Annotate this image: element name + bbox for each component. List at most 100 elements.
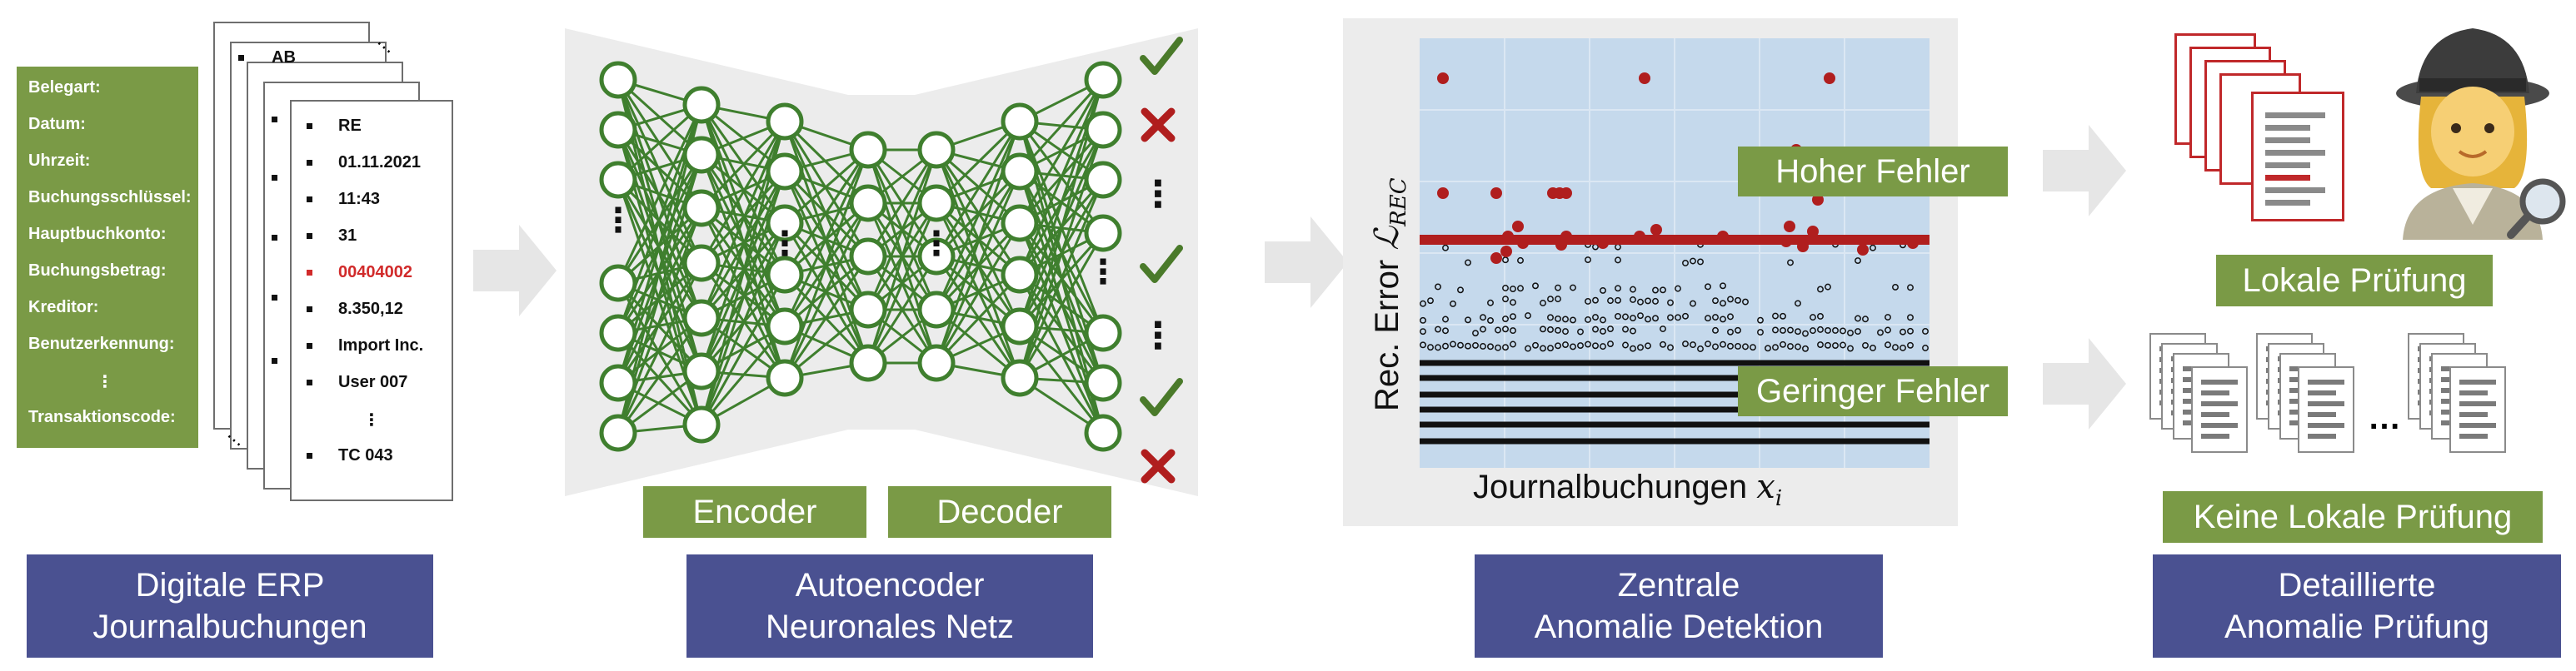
network-node — [766, 152, 804, 191]
y-axis-math: ℒREC — [1368, 177, 1411, 251]
anomaly-point — [1639, 72, 1650, 84]
cross-icon — [1141, 107, 1176, 142]
network-node — [849, 237, 887, 276]
clean-documents: … — [2149, 333, 2566, 491]
anomaly-point — [1502, 231, 1514, 242]
anomaly-point — [1650, 224, 1662, 236]
anomaly-point — [1797, 241, 1809, 252]
bullet — [307, 233, 312, 239]
document-value: 01.11.2021 — [338, 153, 421, 171]
caption-line: Neuronales Netz — [766, 609, 1014, 645]
anomaly-point — [1437, 187, 1449, 199]
anomaly-point — [1500, 246, 1512, 257]
bullet — [307, 453, 312, 459]
network-node — [599, 161, 637, 199]
network-node — [917, 291, 956, 329]
network-node — [599, 364, 637, 402]
network-node — [917, 131, 956, 169]
field-label: Uhrzeit: — [28, 152, 91, 170]
y-axis-text: Rec. Error — [1369, 259, 1405, 411]
document-front: RE 01.11.2021 11:43 31 00404002 8.350,12 Impor… — [290, 100, 453, 501]
bullet — [272, 175, 277, 181]
svg-text:⋮: ⋮ — [1140, 174, 1176, 215]
field-label: Transaktionscode: — [28, 408, 176, 426]
bullet — [272, 358, 277, 364]
caption-anomaly-detection: Zentrale Anomalie Detektion — [1475, 554, 1883, 658]
bullet — [307, 160, 312, 166]
bullet — [307, 343, 312, 349]
local-review-label: Lokale Prüfung — [2216, 255, 2493, 306]
svg-text:⋮: ⋮ — [602, 202, 635, 239]
network-node — [1084, 214, 1122, 252]
y-axis-label: Rec. Error ℒREC — [1368, 177, 1411, 411]
document-value: 31 — [338, 226, 357, 245]
anomaly-point — [1437, 72, 1449, 84]
caption-line: Zentrale — [1617, 567, 1740, 604]
field-panel: Belegart: Datum: Uhrzeit: Buchungsschlüssel… — [17, 67, 198, 448]
network-node — [849, 184, 887, 222]
anomaly-point — [1634, 231, 1645, 242]
network-node — [682, 86, 721, 124]
x-axis-text: Journalbuchungen — [1473, 469, 1748, 505]
network-node — [1001, 359, 1039, 397]
network-node — [1084, 161, 1122, 199]
field-label: Datum: — [28, 115, 86, 133]
network-node — [1084, 111, 1122, 149]
network-node — [1001, 307, 1039, 345]
cross-icon — [1141, 449, 1176, 484]
svg-text:⋮: ⋮ — [1086, 254, 1120, 291]
document-value: 8.350,12 — [338, 300, 403, 318]
caption-line: Autoencoder — [795, 567, 985, 604]
document-value: 00404002 — [338, 263, 412, 281]
document-value: RE — [338, 117, 362, 135]
network-node — [766, 307, 804, 345]
field-label: Benutzerkennung: — [28, 335, 175, 353]
check-icon — [1140, 245, 1183, 283]
anomaly-point — [1857, 244, 1869, 256]
flagged-document — [2251, 92, 2344, 221]
clean-document — [2191, 366, 2248, 453]
network-node — [849, 344, 887, 382]
svg-text:⋮: ⋮ — [768, 226, 801, 262]
network-node — [766, 102, 804, 141]
svg-text:⋮: ⋮ — [920, 226, 953, 262]
caption-line: Journalbuchungen — [92, 609, 367, 645]
clean-document — [2449, 366, 2506, 453]
field-label: Belegart: — [28, 78, 101, 97]
caption-anomaly-review: Detaillierte Anomalie Prüfung — [2153, 554, 2561, 658]
network-node — [682, 405, 721, 444]
network-node — [682, 244, 721, 282]
field-label: Hauptbuchkonto: — [28, 225, 167, 243]
bullet — [307, 306, 312, 312]
anomaly-point — [1907, 237, 1919, 249]
network-node — [1084, 314, 1122, 352]
network-node — [849, 131, 887, 169]
check-icon — [1140, 37, 1183, 75]
anomaly-point — [1597, 237, 1609, 249]
network-node — [1001, 256, 1039, 294]
network-node — [1084, 364, 1122, 402]
field-label: Buchungsbetrag: — [28, 261, 167, 280]
document-back-value: AB — [272, 48, 296, 67]
network-node — [1084, 61, 1122, 99]
bullet — [272, 295, 277, 301]
x-axis-label: Journalbuchungen xi — [1473, 468, 1782, 511]
flagged-documents — [2174, 33, 2349, 241]
document-value: User 007 — [338, 373, 408, 391]
bullet — [307, 123, 312, 129]
no-local-review-label: Keine Lokale Prüfung — [2163, 491, 2543, 543]
caption-autoencoder: Autoencoder Neuronales Netz — [686, 554, 1093, 658]
high-error-label: Hoher Fehler — [1738, 147, 2008, 196]
network-node — [599, 61, 637, 99]
document-stack: RE 01.11.2021 11:43 31 00404002 8.350,12 Impor… — [208, 17, 458, 501]
flow-arrow — [2043, 338, 2126, 430]
field-label: Kreditor: — [28, 298, 99, 316]
anomaly-point — [1560, 187, 1572, 199]
anomaly-point — [1512, 221, 1524, 232]
flow-arrow — [2043, 125, 2126, 216]
autoencoder-network: ⋮ ⋮ ⋮ ⋮ ⋮ ⋮ — [565, 28, 1198, 496]
anomaly-point — [1717, 231, 1729, 242]
low-error-label: Geringer Fehler — [1738, 366, 2008, 416]
network-node — [599, 111, 637, 149]
caption-line: Digitale ERP — [135, 567, 325, 604]
